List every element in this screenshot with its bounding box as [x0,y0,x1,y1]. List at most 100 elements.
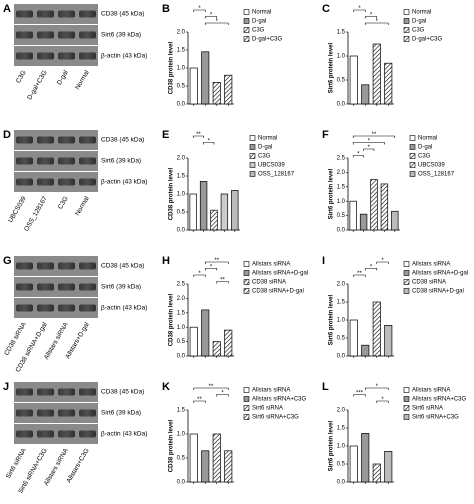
lane-label: C3G [15,69,28,84]
y-tick-label: 1.0 [177,432,186,438]
legend-swatch [243,261,250,267]
significance-label: ** [196,132,201,138]
legend-label: Normal [412,10,431,16]
blot-band [37,283,54,291]
bar [224,329,233,357]
y-tick-label: 1.5 [177,174,186,180]
blot-band [16,10,33,18]
bar [212,82,221,105]
significance-label: ** [214,258,219,264]
y-tick-label: 2.0 [177,30,186,36]
y-tick-label: 0.0 [177,354,186,360]
legend-swatch [409,162,416,168]
legend-label: OSS_128167 [418,172,455,178]
blot-band [16,136,33,144]
blot-background [14,424,98,444]
y-tick-label: 1.5 [177,48,186,54]
legend-label: UBCS039 [418,163,445,169]
blot-band [79,178,96,186]
significance-bracket [353,9,366,12]
y-tick-label: 2.5 [177,282,186,288]
y-tick-label: 0.0 [177,102,186,108]
legend-swatch [403,9,410,15]
blot-band [79,157,96,165]
bar [189,67,198,105]
legend-swatch [403,261,410,267]
significance-bracket [193,400,206,403]
panel-label: J [3,381,9,393]
bar [349,319,358,357]
blot-background [14,256,98,276]
blot-band [37,52,54,60]
significance-bracket [363,148,375,151]
panel-label: B [162,3,170,15]
blot-band [79,262,96,270]
legend-swatch [403,279,410,285]
bar [231,190,239,231]
legend-label: D-gal+C3G [412,37,443,43]
bar [349,445,358,483]
legend-label: Allstars siRNA [412,262,450,268]
significance-bracket [352,135,396,138]
legend-label: Allstars siRNA+C3G [412,397,467,403]
legend-label: Normal [258,136,277,142]
blot-band [79,31,96,39]
legend-label: Allstars siRNA [252,388,290,394]
panel-label: H [162,255,170,267]
legend-label: Normal [252,10,271,16]
y-axis-label: CD38 protein level [169,41,175,94]
band-label: Sirt6 (39 kDa) [101,32,141,39]
legend-label: D-gal [412,19,426,25]
blot-band [16,283,33,291]
bar [224,450,233,483]
significance-bracket [193,9,206,12]
blot-band [16,430,33,438]
legend-label: Allstars siRNA [412,388,450,394]
significance-bracket [203,142,215,145]
significance-bracket [364,22,389,25]
blot-band [79,136,96,144]
y-tick-label: 1.0 [337,444,346,450]
legend-label: Allstars siRNA+D-gal [252,271,308,277]
legend-swatch [403,387,410,393]
bar [189,193,197,231]
y-tick-label: 1.0 [177,192,186,198]
blot-band [58,388,75,396]
bar [361,344,370,357]
legend-swatch [243,387,250,393]
y-axis-label: Sirt6 protein level [329,42,335,93]
blot-band [79,304,96,312]
y-tick-label: 0.5 [337,213,346,219]
legend-label: Allstars siRNA+D-gal [412,271,468,277]
legend-label: CD38 siRNA [252,280,286,286]
significance-bracket [216,281,229,284]
legend-swatch [409,144,416,150]
legend-label: UBCS039 [258,163,285,169]
legend-swatch [243,414,250,420]
band-label: β-actin (43 kDa) [101,53,147,60]
y-tick-label: 0.0 [177,228,186,234]
legend-label: C3G [412,28,425,34]
lane-label: Normal [74,195,91,217]
blot-band [37,31,54,39]
blot-band [79,52,96,60]
significance-label: * [381,258,384,264]
blot-band [37,262,54,270]
band-label: Sirt6 (39 kDa) [101,158,141,165]
blot-band [58,10,75,18]
blot-band [16,52,33,60]
legend-label: D-gal [258,145,272,151]
legend-swatch [403,396,410,402]
lane-label: D-gal [56,69,70,86]
band-label: CD38 (45 kDa) [101,137,144,144]
blot-band [58,430,75,438]
blot-band [16,409,33,417]
panel-label: L [322,381,329,393]
y-tick-label: 0.5 [177,456,186,462]
y-axis-label: CD38 protein level [169,293,175,346]
bar [212,341,221,357]
legend-swatch [243,27,250,33]
legend-swatch [403,27,410,33]
bar [201,450,210,483]
